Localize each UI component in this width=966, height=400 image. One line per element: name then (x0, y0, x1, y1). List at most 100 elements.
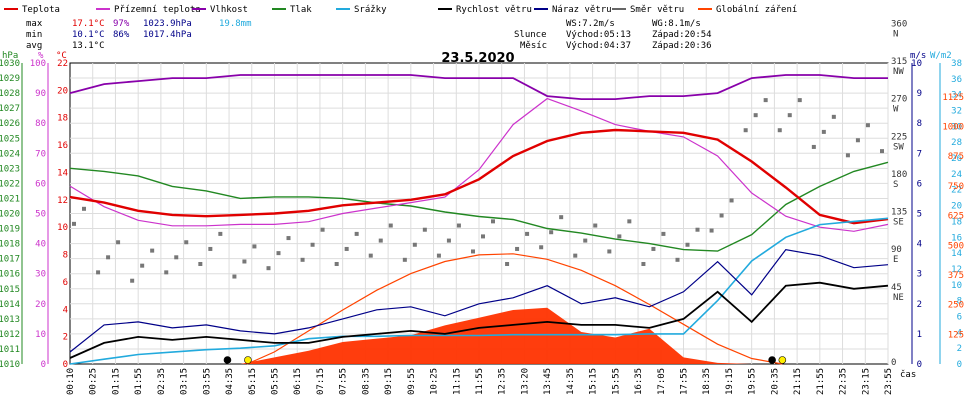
tick-time-9: 05:55 (271, 368, 281, 395)
tick-hpa-6: 1016 (0, 270, 20, 280)
tick-deg-7: 14 (57, 168, 68, 178)
series-tlak (69, 161, 889, 252)
tick-deg-10: 20 (57, 86, 68, 96)
legend-label-1: Přízemní teplota (114, 5, 201, 15)
tick-pct-3: 30 (35, 270, 46, 280)
tick-rad-6: 750 (948, 182, 964, 192)
tick-dir-name-8: NW (893, 67, 904, 77)
tick-time-27: 17:55 (680, 368, 690, 395)
tick-dir-7: 270 (891, 95, 907, 105)
legend-label-2: Vlhkost (210, 5, 248, 15)
tick-time-2: 01:15 (111, 368, 121, 395)
wind-dir-point (368, 253, 373, 258)
tick-time-5: 03:15 (180, 368, 190, 395)
tick-wm2-3: 6 (957, 312, 962, 322)
tick-wm2-6: 12 (951, 265, 962, 275)
tick-hpa-1: 1011 (0, 345, 20, 355)
wind-dir-point (880, 149, 884, 154)
wind-dir-point (719, 213, 724, 218)
wind-dir-point (729, 198, 734, 203)
info-sun-set: Západ:20:54 (652, 30, 712, 40)
tick-hpa-15: 1025 (0, 134, 20, 144)
tick-time-26: 17:05 (657, 368, 667, 395)
tick-time-31: 20:35 (770, 368, 780, 395)
tick-ms-5: 5 (917, 210, 922, 220)
tick-hpa-3: 1013 (0, 315, 20, 325)
tick-wm2-18: 36 (951, 75, 962, 85)
marker-sunrise (244, 356, 252, 364)
wind-dir-point (709, 228, 714, 233)
unit-wm2: W/m2 (930, 51, 952, 61)
wind-dir-point (505, 261, 510, 266)
stat-avg-label: avg (26, 41, 42, 51)
info-moon-rise: Východ:04:37 (566, 41, 631, 51)
wind-dir-point (549, 230, 554, 235)
tick-rad-4: 500 (948, 241, 964, 251)
tick-rad-5: 625 (948, 212, 964, 222)
stat-min-temp: 10.1°C (72, 30, 105, 40)
tick-hpa-8: 1018 (0, 240, 20, 250)
tick-dir-5: 180 (891, 170, 907, 180)
tick-wm2-11: 22 (951, 186, 962, 196)
tick-time-14: 09:15 (384, 368, 394, 395)
info-sun-label: Slunce (514, 30, 547, 40)
legend: Teplota Přízemní teplota Vlhkost Tlak Srážky… (4, 5, 797, 15)
tick-time-22: 14:35 (566, 368, 576, 395)
tick-ms-4: 4 (917, 240, 922, 250)
wind-dir-point (116, 240, 121, 245)
tick-ms-8: 8 (917, 119, 922, 129)
tick-time-6: 03:55 (202, 368, 212, 395)
tick-pct-10: 100 (30, 59, 46, 69)
series-srazky (69, 217, 889, 365)
tick-deg-6: 12 (57, 196, 68, 206)
wind-dir-point (276, 251, 281, 256)
tick-deg-3: 6 (63, 278, 68, 288)
tick-ms-7: 7 (917, 149, 922, 159)
tick-hpa-17: 1027 (0, 104, 20, 114)
tick-pct-5: 50 (35, 210, 46, 220)
stat-avg-temp: 13.1°C (72, 41, 105, 51)
wind-dir-point (743, 128, 748, 133)
wind-dir-point (763, 98, 768, 103)
wind-dir-point (174, 255, 179, 260)
legend-label-0: Teplota (22, 5, 60, 15)
tick-time-34: 22:35 (839, 368, 849, 395)
unit-deg: °C (56, 51, 67, 61)
tick-hpa-0: 1010 (0, 360, 20, 370)
tick-hpa-20: 1030 (0, 59, 20, 69)
wind-dir-point (617, 234, 622, 239)
tick-wm2-14: 28 (951, 138, 962, 148)
tick-time-11: 07:15 (316, 368, 326, 395)
tick-deg-11: 22 (57, 59, 68, 69)
tick-time-3: 01:55 (134, 368, 144, 395)
tick-pct-9: 90 (35, 89, 46, 99)
tick-time-35: 23:15 (861, 368, 871, 395)
tick-dir-name-2: NE (893, 293, 904, 303)
info-moon-label: Měsíc (520, 41, 547, 51)
tick-time-23: 15:15 (589, 368, 599, 395)
tick-dir-name-6: SW (893, 142, 904, 152)
wind-dir-point (300, 257, 305, 262)
tick-time-16: 10:25 (430, 368, 440, 395)
stat-min-label: min (26, 30, 42, 40)
tick-pct-4: 40 (35, 240, 46, 250)
wind-dir-point (471, 249, 475, 254)
stat-max-label: max (26, 19, 43, 29)
wind-dir-point (559, 215, 564, 220)
chart-title: 23.5.2020 (441, 51, 514, 66)
wind-dir-point (491, 219, 495, 224)
legend-label-3: Tlak (290, 5, 312, 15)
tick-ms-1: 1 (917, 330, 922, 340)
tick-deg-8: 16 (57, 141, 68, 151)
wind-dir-point (481, 234, 485, 239)
tick-time-36: 23:55 (884, 368, 894, 395)
tick-hpa-7: 1017 (0, 255, 20, 265)
wind-dir-point (641, 261, 646, 266)
tick-time-33: 21:55 (816, 368, 826, 395)
tick-pct-0: 0 (41, 360, 46, 370)
tick-hpa-19: 1029 (0, 74, 20, 84)
wind-dir-point (378, 238, 383, 243)
tick-ms-2: 2 (917, 300, 922, 310)
wind-dir-point (198, 261, 203, 266)
series-globalni-zareni-teoreticke (246, 253, 783, 365)
